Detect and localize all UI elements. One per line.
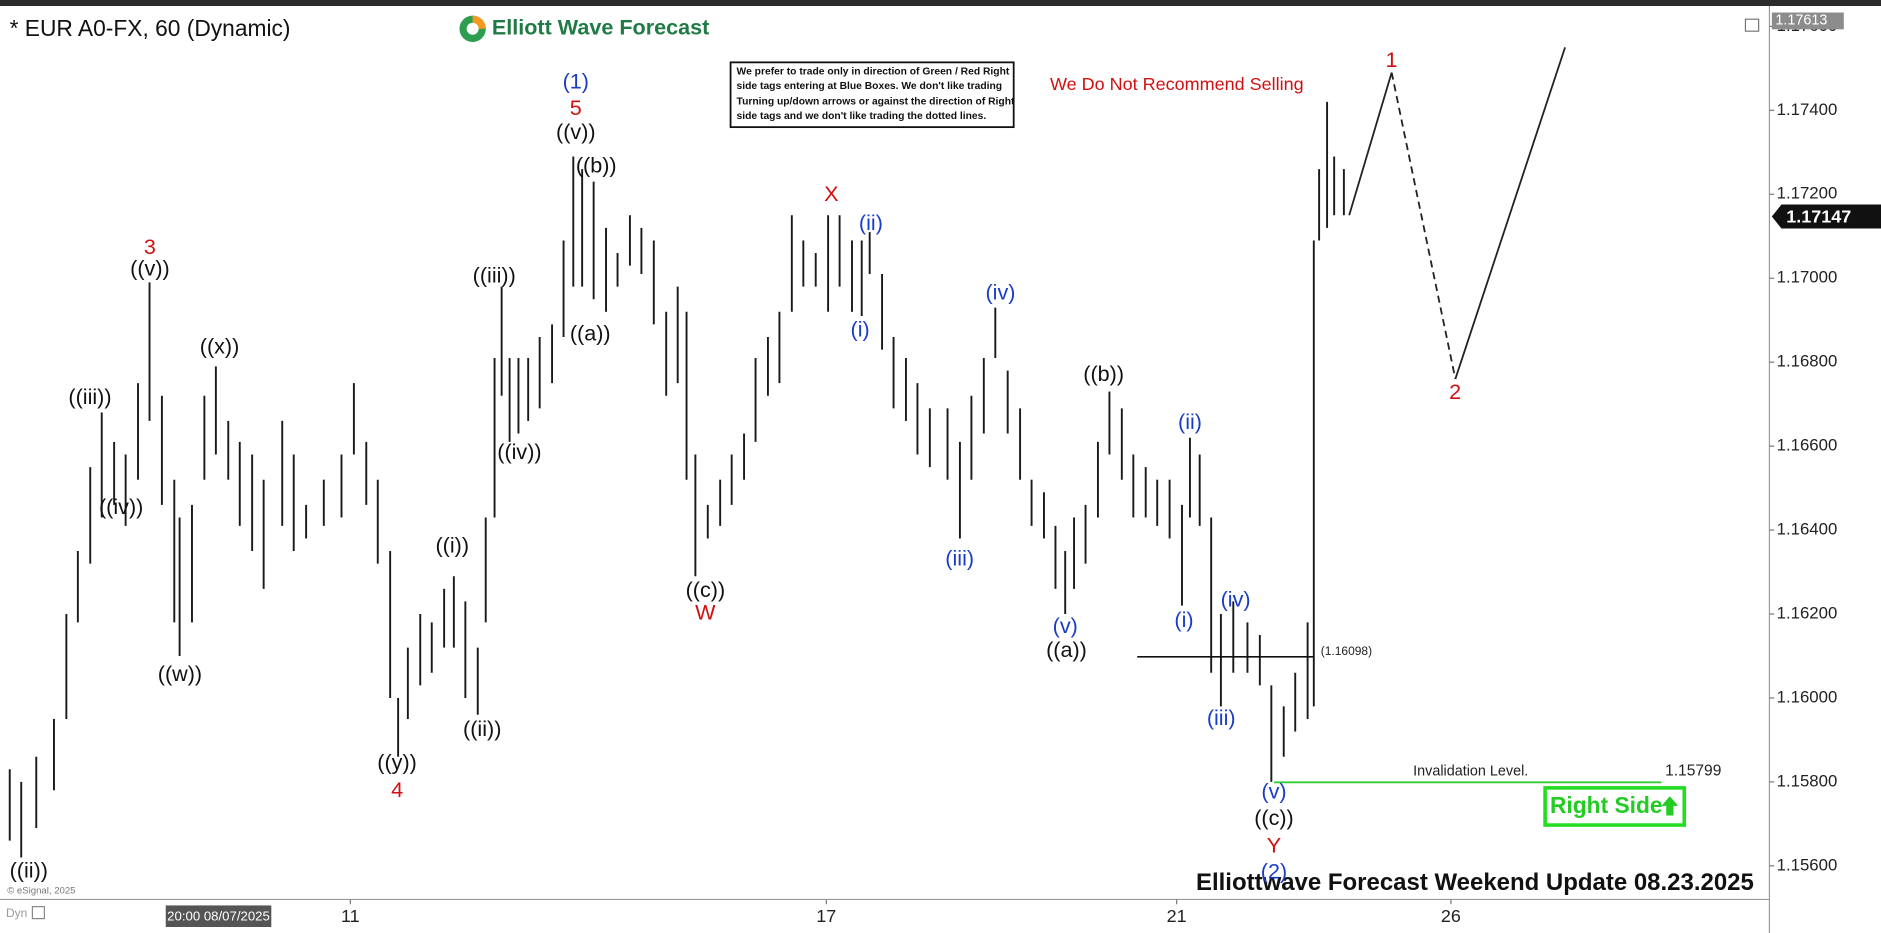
wave-label: ((w)) (158, 661, 202, 686)
wave-label: (v) (1261, 778, 1286, 803)
wave-label: Y (1267, 832, 1281, 857)
wave-label: 5 (570, 95, 582, 120)
wave-label: (iv) (985, 280, 1015, 305)
y-tick-label: 1.16800 (1777, 352, 1838, 371)
projection-segment (1454, 47, 1566, 380)
wave-label: (1) (563, 68, 589, 93)
x-tick-label: 21 (1167, 906, 1187, 926)
y-tick-label: 1.15800 (1777, 771, 1838, 790)
invalidation-text: Invalidation Level. (1413, 763, 1528, 779)
note-line: We prefer to trade only in direction of … (737, 67, 1010, 78)
wave-label: ((ii)) (463, 716, 501, 741)
brand-logo: Elliott Wave Forecast (459, 14, 709, 42)
right-side-tag: Right Side (1543, 786, 1687, 827)
right-side-frame (1543, 786, 1687, 827)
y-tick-label: 1.17200 (1777, 184, 1838, 203)
level-label: (1.16098) (1321, 644, 1372, 658)
note-box: We prefer to trade only in direction of … (729, 61, 1015, 129)
warning-text: We Do Not Recommend Selling (1050, 74, 1304, 94)
wave-label: (ii) (1178, 409, 1202, 434)
wave-label: ((c)) (686, 577, 726, 602)
x-tick-label: 17 (816, 906, 836, 926)
brand-name: Elliott Wave Forecast (492, 14, 709, 39)
y-tick-label: 1.16400 (1777, 519, 1838, 538)
x-tick-label: 11 (341, 906, 360, 926)
wave-label: ((iii)) (68, 384, 111, 409)
y-tick-label: 1.17000 (1777, 268, 1838, 287)
high-tag-label: 1.17613 (1775, 13, 1827, 29)
projection-segment (1348, 72, 1393, 216)
wave-label: 4 (391, 777, 403, 802)
y-tick-label: 1.16000 (1777, 687, 1838, 706)
up-arrow (1661, 796, 1679, 816)
wave-label: ((v)) (556, 119, 596, 144)
chart-title: * EUR A0-FX, 60 (Dynamic) (10, 15, 291, 41)
logo-core (466, 22, 479, 35)
wave-label: (i) (851, 317, 870, 342)
note-line: Turning up/down arrows or against the di… (737, 97, 1015, 108)
wave-label: (iii) (945, 546, 974, 571)
wave-label: ((a)) (570, 320, 611, 345)
last-price-label: 1.17147 (1786, 206, 1851, 226)
last-price-tag (1771, 204, 1881, 229)
wave-label: ((b)) (576, 152, 617, 177)
wave-label: ((a)) (1046, 637, 1087, 662)
top-border (0, 0, 1881, 6)
wave-label: 1 (1386, 47, 1398, 72)
wave-label: ((b)) (1083, 361, 1124, 386)
wave-label: ((y)) (377, 750, 417, 775)
note-frame (729, 61, 1015, 129)
wave-label: X (824, 181, 838, 206)
wave-label: ((ii)) (10, 858, 48, 883)
wave-label: ((v)) (130, 256, 170, 281)
note-line: side tags and we don't like trading the … (737, 111, 987, 122)
copyright: © eSignal, 2025 (7, 886, 75, 897)
high-tag (1771, 12, 1844, 30)
right-side-label: Right Side (1550, 792, 1663, 818)
wave-label: (2) (1261, 859, 1287, 884)
wave-label: ((iv)) (99, 494, 143, 519)
mode-icon (31, 906, 45, 920)
wave-label: 2 (1449, 379, 1461, 404)
cursor-time-label: 20:00 08/07/2025 (167, 908, 270, 923)
y-tick-label: 1.16200 (1777, 603, 1838, 622)
wave-label: ((i)) (435, 533, 469, 558)
wave-label: 3 (144, 234, 156, 259)
plot-layer: 1.15600 1.15800 1.16000 1.16200 1.16400 1.166… (8, 12, 1881, 928)
wave-label: (i) (1174, 607, 1193, 632)
y-tick-label: 1.16600 (1777, 436, 1838, 455)
cursor-time-box (165, 905, 272, 928)
y-tick-label: 1.17400 (1777, 100, 1838, 119)
y-tick-label: 1.15600 (1777, 855, 1838, 874)
note-line: side tags entering at Blue Boxes. We don… (737, 81, 1002, 92)
wave-label: ((iv)) (497, 439, 541, 464)
x-tick-label: 26 (1441, 906, 1461, 926)
wave-label: ((x)) (200, 333, 240, 358)
wave-label: ((iii)) (473, 263, 516, 288)
wave-label: (iv) (1221, 587, 1251, 612)
window-icon (1744, 18, 1760, 32)
invalidation-value: 1.15799 (1665, 763, 1721, 780)
footer: Elliottwave Forecast Weekend Update 08.2… (1196, 869, 1754, 896)
wave-label: (v) (1053, 613, 1078, 638)
mode-label: Dyn (6, 906, 27, 920)
projection-segment (1390, 72, 1457, 380)
wave-label: W (695, 600, 716, 625)
wave-label: (ii) (859, 210, 883, 235)
wave-label: ((c)) (1254, 805, 1294, 830)
wave-label: (iii) (1207, 705, 1236, 730)
